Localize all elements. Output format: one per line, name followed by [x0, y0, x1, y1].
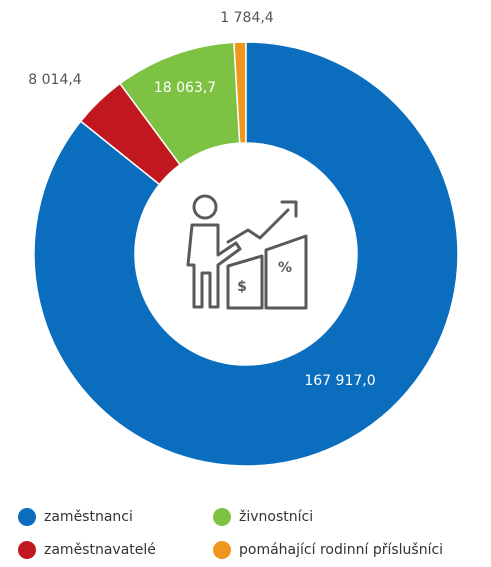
value-label: 18 063,7: [154, 80, 216, 96]
legend-label: pomáhající rodinní příslušníci: [239, 542, 443, 558]
donut-slice: [118, 41, 241, 166]
center-icon: $ %: [186, 194, 308, 310]
value-label: 167 917,0: [304, 373, 375, 389]
legend-marker: [213, 508, 231, 526]
icon-dollar: $: [237, 279, 247, 295]
legend-label: zaměstnavatelé: [44, 542, 156, 558]
legend-label: zaměstnanci: [44, 509, 133, 525]
legend-label: živnostníci: [239, 509, 313, 525]
legend-marker: [213, 541, 231, 559]
donut-slice: [79, 82, 182, 186]
value-label: 1 784,4: [220, 10, 274, 26]
donut-slice: [33, 41, 459, 467]
icon-percent: %: [278, 260, 292, 276]
legend-marker: [18, 541, 36, 559]
legend-marker: [18, 508, 36, 526]
value-label: 8 014,4: [28, 72, 82, 88]
